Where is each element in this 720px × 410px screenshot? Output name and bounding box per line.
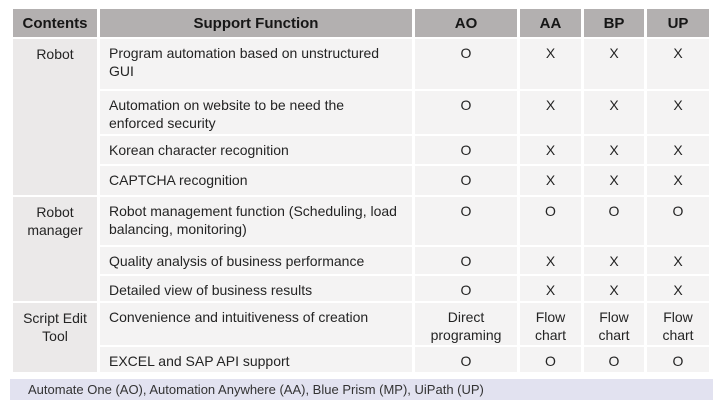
support-cell: Convenience and intuitiveness of creatio…	[100, 303, 412, 345]
value-cell-ao: O	[415, 136, 517, 164]
value-cell-up: X	[647, 166, 709, 195]
value-cell-ao: Direct programing	[415, 303, 517, 345]
table-row: Quality analysis of business performance…	[13, 247, 709, 274]
value-cell-aa: Flow chart	[520, 303, 581, 345]
value-cell-ao: O	[415, 39, 517, 89]
value-cell-ao: O	[415, 347, 517, 372]
group-cell-robot-manager: Robot manager	[13, 197, 97, 301]
value-cell-aa: O	[520, 197, 581, 245]
value-cell-up: X	[647, 247, 709, 274]
value-cell-up: X	[647, 276, 709, 301]
support-cell: Quality analysis of business performance	[100, 247, 412, 274]
support-cell: EXCEL and SAP API support	[100, 347, 412, 372]
value-cell-up: Flow chart	[647, 303, 709, 345]
value-cell-aa: X	[520, 247, 581, 274]
value-cell-bp: X	[584, 39, 644, 89]
support-cell: Korean character recognition	[100, 136, 412, 164]
value-cell-up: O	[647, 347, 709, 372]
value-cell-ao: O	[415, 276, 517, 301]
value-cell-ao: O	[415, 91, 517, 134]
value-cell-up: X	[647, 39, 709, 89]
value-cell-bp: X	[584, 91, 644, 134]
table-row: Detailed view of business results O X X …	[13, 276, 709, 301]
value-cell-bp: X	[584, 166, 644, 195]
value-cell-bp: X	[584, 247, 644, 274]
value-cell-ao: O	[415, 197, 517, 245]
table-row: Korean character recognition O X X X	[13, 136, 709, 164]
table-row: CAPTCHA recognition O X X X	[13, 166, 709, 195]
value-cell-aa: X	[520, 166, 581, 195]
support-cell: Program automation based on unstructured…	[100, 39, 412, 89]
value-cell-up: X	[647, 91, 709, 134]
header-cell-contents: Contents	[13, 9, 97, 37]
support-cell: Automation on website to be need the enf…	[100, 91, 412, 134]
header-cell-support-function: Support Function	[100, 9, 412, 37]
group-cell-robot: Robot	[13, 39, 97, 195]
value-cell-aa: X	[520, 136, 581, 164]
value-cell-aa: O	[520, 347, 581, 372]
table-row: Automation on website to be need the enf…	[13, 91, 709, 134]
value-cell-up: X	[647, 136, 709, 164]
table-row: Robot manager Robot management function …	[13, 197, 709, 301]
value-cell-aa: X	[520, 91, 581, 134]
table-row: Script Edit Tool Convenience and intuiti…	[13, 303, 709, 372]
value-cell-aa: X	[520, 39, 581, 89]
value-cell-bp: O	[584, 197, 644, 245]
value-cell-bp: X	[584, 136, 644, 164]
value-cell-up: O	[647, 197, 709, 245]
group-cell-script-edit-tool: Script Edit Tool	[13, 303, 97, 372]
table-row: EXCEL and SAP API support O O O O	[13, 347, 709, 372]
value-cell-ao: O	[415, 247, 517, 274]
legend-footnote: Automate One (AO), Automation Anywhere (…	[10, 379, 713, 400]
support-cell: Detailed view of business results	[100, 276, 412, 301]
header-cell-bp: BP	[584, 9, 644, 37]
value-cell-bp: X	[584, 276, 644, 301]
value-cell-bp: Flow chart	[584, 303, 644, 345]
value-cell-ao: O	[415, 166, 517, 195]
support-cell: CAPTCHA recognition	[100, 166, 412, 195]
support-cell: Robot management function (Scheduling, l…	[100, 197, 412, 245]
table-row: Robot Program automation based on unstru…	[13, 39, 709, 195]
header-cell-aa: AA	[520, 9, 581, 37]
comparison-table: Contents Support Function AO AA BP UP Ro…	[10, 7, 712, 374]
header-cell-ao: AO	[415, 9, 517, 37]
header-cell-up: UP	[647, 9, 709, 37]
header-row: Contents Support Function AO AA BP UP	[13, 9, 709, 37]
value-cell-bp: O	[584, 347, 644, 372]
value-cell-aa: X	[520, 276, 581, 301]
